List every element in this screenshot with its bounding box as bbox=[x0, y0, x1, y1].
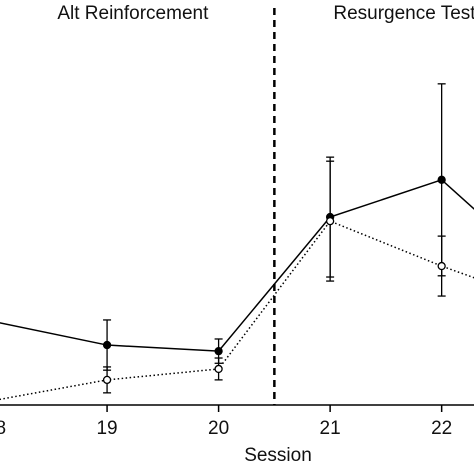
series-line bbox=[0, 178, 474, 352]
x-tick-label: 21 bbox=[320, 418, 341, 439]
x-tick-label: 22 bbox=[431, 418, 452, 439]
x-tick-label: 20 bbox=[208, 418, 229, 439]
point bbox=[214, 364, 223, 374]
point bbox=[437, 175, 446, 184]
point bbox=[214, 346, 223, 356]
point bbox=[437, 261, 446, 271]
series-line bbox=[0, 220, 474, 401]
point bbox=[102, 340, 112, 350]
phase-label: Resurgence Test bbox=[333, 3, 474, 24]
x-tick-label: 19 bbox=[96, 418, 117, 439]
x-axis-label: Session bbox=[244, 445, 312, 466]
point bbox=[325, 216, 335, 226]
point bbox=[102, 375, 112, 385]
x-tick-label: 18 bbox=[0, 418, 6, 439]
phase-label: Alt Reinforcement bbox=[57, 3, 209, 24]
